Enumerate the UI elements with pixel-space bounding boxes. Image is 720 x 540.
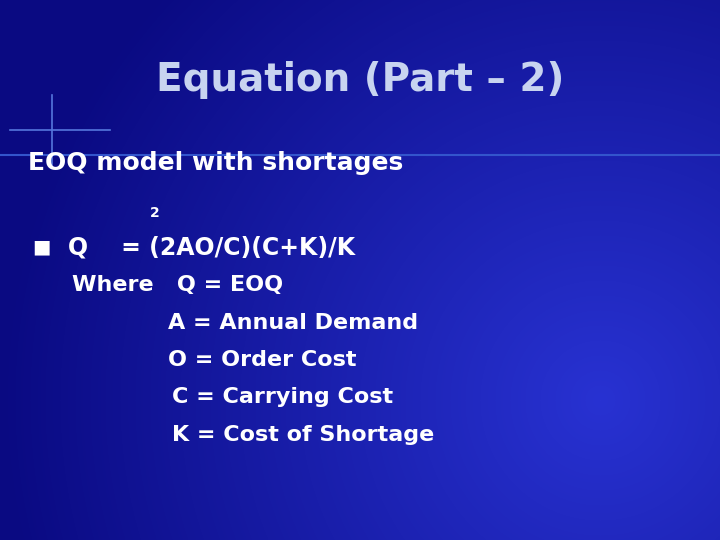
Text: K = Cost of Shortage: K = Cost of Shortage: [172, 425, 434, 445]
Text: EOQ model with shortages: EOQ model with shortages: [28, 151, 403, 175]
Text: 2: 2: [150, 206, 160, 220]
Text: Q    = (2AO/C)(C+K)/K: Q = (2AO/C)(C+K)/K: [68, 235, 355, 259]
Text: O = Order Cost: O = Order Cost: [168, 350, 356, 370]
Text: Equation (Part – 2): Equation (Part – 2): [156, 61, 564, 99]
Text: C = Carrying Cost: C = Carrying Cost: [172, 387, 393, 407]
Text: ■: ■: [32, 238, 50, 256]
Text: Where   Q = EOQ: Where Q = EOQ: [72, 275, 283, 295]
Text: A = Annual Demand: A = Annual Demand: [168, 313, 418, 333]
